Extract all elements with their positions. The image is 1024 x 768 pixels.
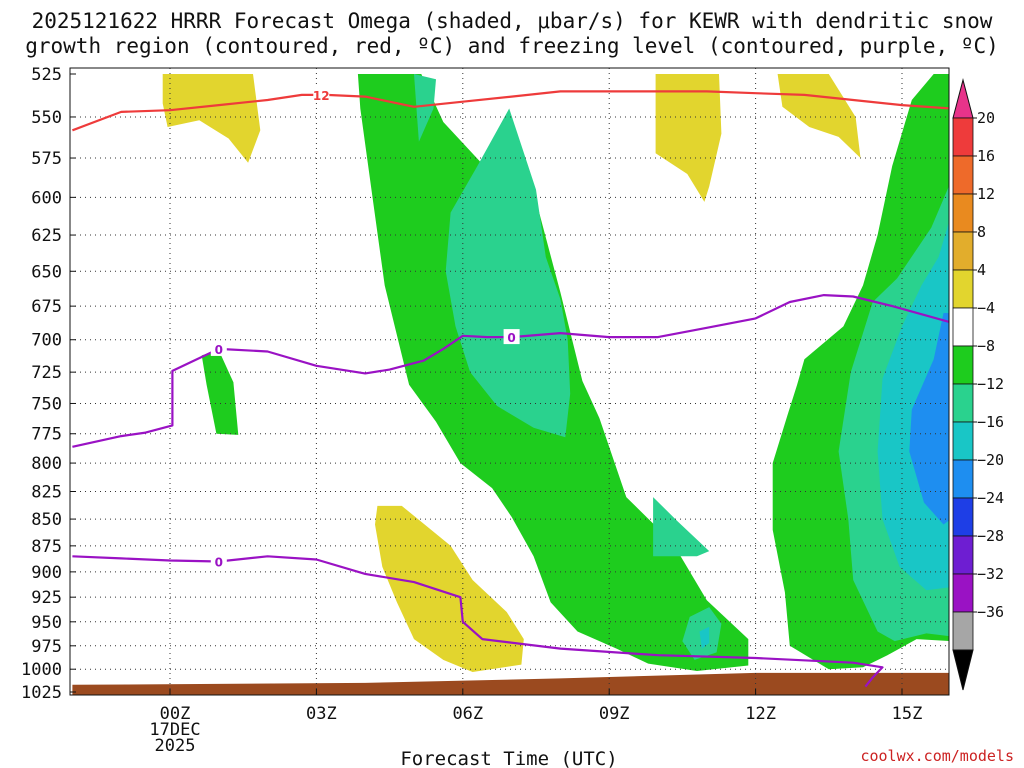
omega-colorbar: 20 16 12 8 4 −4 −8 −12 −16 −20 −24 −28 −32 −36 <box>952 78 1004 691</box>
colorbar-label-0: 20 <box>977 109 995 127</box>
downward-omega-teal-upper <box>445 108 571 438</box>
y-tick-label-850: 850 <box>31 510 62 530</box>
colorbar-label-9: −20 <box>977 451 1004 469</box>
chart-title: 2025121622 HRRR Forecast Omega (shaded, … <box>25 9 999 58</box>
colorbar-cell-1 <box>952 155 974 195</box>
colorbar-label-1: 16 <box>977 147 995 165</box>
x-axis-label: Forecast Time (UTC) <box>400 748 617 768</box>
colorbar-cell-12 <box>952 573 974 613</box>
colorbar-label-6: −8 <box>977 337 995 355</box>
freezing-level-lower-label-0: 0 <box>215 556 223 570</box>
freezing-level-upper <box>72 294 949 448</box>
colorbar-cell-13 <box>952 611 974 651</box>
colorbar-cell-3 <box>952 231 974 271</box>
colorbar-cell-8 <box>952 421 974 461</box>
colorbar-label-13: −36 <box>977 603 1004 621</box>
x-tick-label-0-1: 17DEC <box>149 720 200 740</box>
colorbar-cell-10 <box>952 497 974 537</box>
freezing-level-upper-label-bg-1 <box>503 329 520 345</box>
upward-omega-yellow-top-mid <box>655 74 722 202</box>
freezing-level-lower-label-bg-0 <box>210 553 227 569</box>
colorbar-label-4: 4 <box>977 261 986 279</box>
terrain-layer <box>72 672 949 695</box>
y-tick-label-1000: 1000 <box>21 660 62 680</box>
colorbar-cell-7 <box>952 383 974 423</box>
x-tick-label-6-0: 06Z <box>452 704 483 724</box>
colorbar-label-2: 12 <box>977 185 995 203</box>
y-tick-label-625: 625 <box>31 226 62 246</box>
y-tick-label-1025: 1025 <box>21 683 62 703</box>
downward-omega-teal-mid <box>653 497 710 557</box>
dgz-12C-label-bg-0 <box>313 86 330 102</box>
colorbar-label-10: −24 <box>977 489 1004 507</box>
x-tick-label-15-0: 15Z <box>892 704 923 724</box>
upward-omega-yellow-top-left <box>162 74 261 163</box>
y-tick-label-950: 950 <box>31 613 62 633</box>
y-tick-label-875: 875 <box>31 537 62 557</box>
colorbar-cell-6 <box>952 345 974 385</box>
colorbar-cell-0 <box>952 117 974 157</box>
dgz-12C-label-0: 12 <box>313 89 330 103</box>
colorbar-cell-5 <box>952 307 974 347</box>
y-tick-label-600: 600 <box>31 188 62 208</box>
pressure-axis: 525 550 575 600 625 650 675 700 725 750 775 800 825 8… <box>21 65 76 703</box>
y-tick-label-925: 925 <box>31 588 62 608</box>
colorbar-label-7: −12 <box>977 375 1004 393</box>
y-tick-label-675: 675 <box>31 297 62 317</box>
y-tick-label-700: 700 <box>31 331 62 351</box>
colorbar-cell-9 <box>952 459 974 499</box>
surface-ground <box>72 672 949 695</box>
x-tick-label-0-2: 2025 <box>155 736 196 756</box>
chart-title-line-1: 2025121622 HRRR Forecast Omega (shaded, … <box>32 9 993 33</box>
freezing-level-lower <box>72 555 884 688</box>
y-tick-label-900: 900 <box>31 563 62 583</box>
colorbar-cell-11 <box>952 535 974 575</box>
downward-omega-teal-top <box>414 74 436 142</box>
x-tick-label-12-0: 12Z <box>745 704 776 724</box>
colorbar-label-12: −32 <box>977 565 1004 583</box>
freezing-level-upper-label-bg-0 <box>210 340 227 356</box>
y-tick-label-825: 825 <box>31 482 62 502</box>
y-tick-label-750: 750 <box>31 394 62 414</box>
colorbar-label-11: −28 <box>977 527 1004 545</box>
colorbar-top-arrow <box>952 78 974 119</box>
x-tick-label-3-0: 03Z <box>306 704 337 724</box>
colorbar-label-8: −16 <box>977 413 1004 431</box>
freezing-level-upper-label-1: 0 <box>507 331 515 345</box>
x-tick-label-9-0: 09Z <box>599 704 630 724</box>
y-tick-label-550: 550 <box>31 108 62 128</box>
downward-omega-green-blob <box>201 350 239 435</box>
colorbar-label-5: −4 <box>977 299 995 317</box>
plot-frame <box>69 67 950 696</box>
y-tick-label-725: 725 <box>31 363 62 383</box>
plot-area: 12 0 0 0 <box>69 67 950 696</box>
colorbar-bottom-arrow <box>952 649 974 691</box>
upward-omega-yellow-low <box>375 505 524 672</box>
y-tick-label-575: 575 <box>31 149 62 169</box>
dgz-12C <box>72 90 949 132</box>
x-tick-label-0-0: 00Z <box>160 704 191 724</box>
contour-lines: 12 0 0 0 <box>72 86 949 688</box>
chart-title-line-2: growth region (contoured, red, ºC) and f… <box>25 34 999 58</box>
colorbar-cell-2 <box>952 193 974 233</box>
omega-shading <box>162 74 949 672</box>
freezing-level-upper-label-0: 0 <box>215 343 223 357</box>
credit-link[interactable]: coolwx.com/models <box>860 747 1014 765</box>
y-tick-label-975: 975 <box>31 637 62 657</box>
y-tick-label-525: 525 <box>31 65 62 85</box>
y-tick-label-800: 800 <box>31 454 62 474</box>
y-tick-label-650: 650 <box>31 262 62 282</box>
y-tick-label-775: 775 <box>31 425 62 445</box>
colorbar-cell-4 <box>952 269 974 309</box>
downward-omega-blue-right <box>909 313 949 525</box>
colorbar-label-3: 8 <box>977 223 986 241</box>
downward-omega-cyan-low <box>699 626 710 649</box>
